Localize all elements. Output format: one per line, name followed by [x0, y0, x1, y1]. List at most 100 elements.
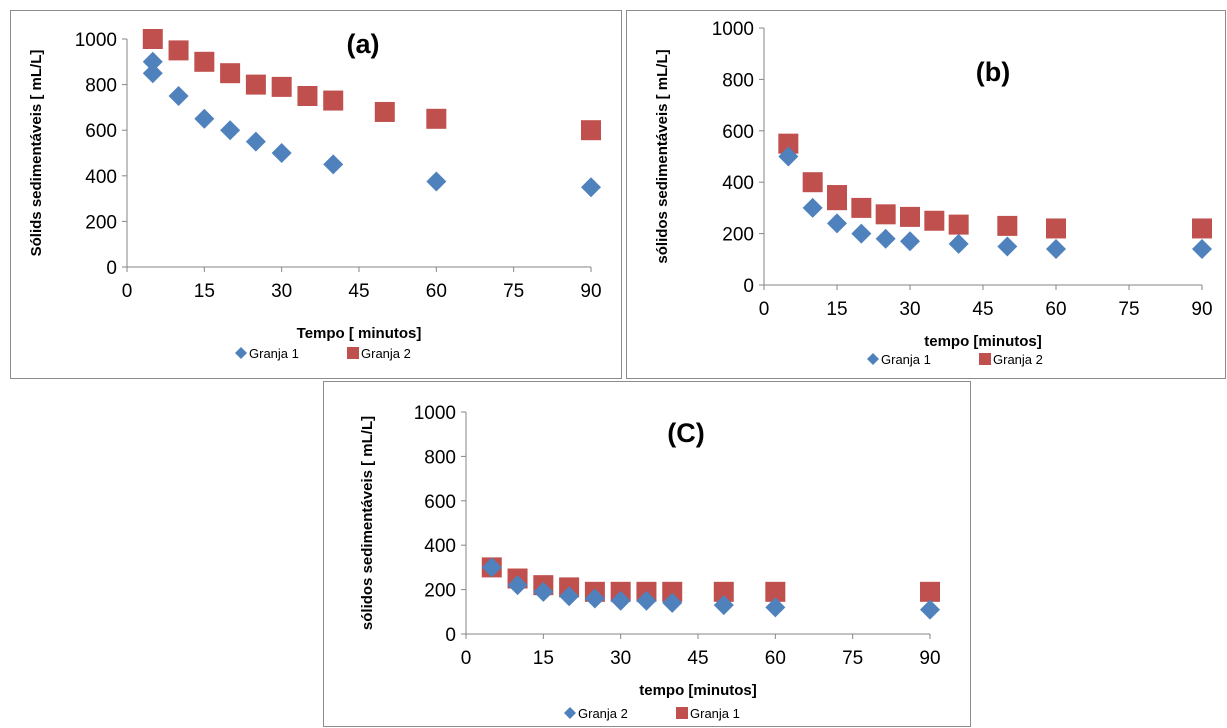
data-point-square [426, 108, 447, 129]
y-tick-label: 600 [722, 122, 754, 143]
y-axis-label: sólidos sedimentáveis [ mL/L] [654, 49, 671, 263]
y-tick-label: 400 [424, 536, 456, 557]
data-point-diamond [778, 146, 799, 167]
data-point-square [297, 86, 318, 106]
x-tick-label: 75 [1118, 299, 1139, 320]
legend-label: Granja 1 [881, 352, 931, 367]
x-tick-label: 60 [765, 648, 786, 669]
data-point-diamond [827, 213, 847, 234]
chart-panel-c: 0 200 400 600 800 1000 0 15 30 45 60 75 90 (C) tempo [… [323, 381, 971, 727]
data-point-square [827, 190, 847, 211]
x-tick-label: 0 [122, 281, 133, 302]
data-point-diamond [507, 575, 528, 596]
y-tick-label: 400 [85, 167, 117, 188]
data-point-square [581, 120, 601, 141]
data-point-square [220, 63, 241, 84]
y-tick-label: 400 [722, 173, 754, 194]
y-tick-label: 1000 [75, 30, 117, 51]
data-point-square [924, 210, 945, 231]
legend-marker-square [347, 347, 359, 359]
data-point-square [713, 581, 734, 602]
legend-marker-diamond [235, 347, 247, 359]
data-point-diamond [948, 233, 969, 254]
data-point-diamond [584, 588, 605, 609]
data-point-square [245, 74, 266, 95]
y-tick-label: 200 [424, 581, 456, 602]
legend-marker-square [676, 707, 688, 719]
data-point-square [168, 40, 189, 61]
x-axis-label: tempo [minutos] [639, 682, 757, 699]
y-tick-label: 0 [106, 258, 117, 279]
data-point-diamond [920, 599, 940, 620]
x-tick-label: 90 [1191, 299, 1212, 320]
x-axis-label: Tempo [ minutos] [297, 325, 422, 342]
x-tick-label: 45 [687, 648, 708, 669]
data-point-diamond [426, 171, 447, 192]
data-point-diamond [875, 228, 896, 249]
data-point-square [997, 215, 1018, 236]
data-point-diamond [194, 108, 215, 129]
legend-label: Granja 2 [993, 352, 1043, 367]
legend-label: Granja 1 [249, 346, 299, 361]
x-tick-label: 45 [348, 281, 369, 302]
data-point-diamond [559, 586, 580, 607]
x-tick-label: 15 [194, 281, 215, 302]
legend-marker-diamond [867, 353, 879, 365]
x-tick-label: 90 [580, 281, 601, 302]
y-tick-label: 800 [424, 447, 456, 468]
y-tick-label: 0 [743, 276, 754, 297]
x-tick-label: 75 [842, 648, 863, 669]
data-point-square [323, 90, 344, 111]
y-tick-label: 800 [85, 76, 117, 97]
legend-label: Granja 2 [361, 346, 411, 361]
legend-label: Granja 1 [690, 706, 740, 721]
chart-title: (C) [667, 418, 704, 448]
x-tick-label: 30 [610, 648, 631, 669]
data-point-diamond [851, 223, 872, 244]
x-tick-label: 30 [271, 281, 292, 302]
data-point-diamond [1046, 239, 1066, 260]
data-point-square [662, 581, 683, 602]
legend-marker-square [979, 353, 991, 365]
data-point-diamond [636, 590, 657, 611]
data-point-diamond [662, 592, 683, 613]
chart-a-svg: 0 200 400 600 800 1000 0 15 30 45 60 75 90 (a) Tempo [… [28, 29, 602, 361]
data-point-square [900, 206, 920, 227]
data-point-diamond [610, 590, 631, 611]
data-point-square [778, 133, 799, 154]
y-tick-label: 800 [722, 70, 754, 91]
y-axis-label: Sólids sedimentáveis [ mL/L] [28, 50, 45, 257]
data-point-square [765, 581, 786, 602]
x-axis-label: tempo [minutos] [924, 333, 1042, 350]
data-point-diamond [142, 63, 163, 84]
data-point-diamond [765, 597, 786, 618]
y-axis-label: sólidos sedimentáveis [ mL/L] [359, 416, 376, 630]
data-point-square [802, 172, 823, 193]
data-point-diamond [900, 231, 920, 252]
y-tick-label: 200 [85, 212, 117, 233]
x-tick-label: 45 [972, 299, 993, 320]
data-point-diamond [533, 581, 554, 602]
x-tick-label: 30 [899, 299, 920, 320]
data-point-diamond [142, 51, 163, 72]
data-point-diamond [1192, 239, 1212, 260]
data-point-diamond [323, 154, 344, 175]
chart-c-svg: 0 200 400 600 800 1000 0 15 30 45 60 75 90 (C) tempo [… [359, 403, 941, 721]
y-tick-label: 0 [445, 625, 456, 646]
data-point-square [851, 197, 872, 218]
data-point-square [374, 101, 395, 122]
x-tick-label: 60 [1045, 299, 1066, 320]
data-point-diamond [168, 86, 189, 106]
data-point-diamond [581, 177, 601, 198]
x-tick-label: 15 [533, 648, 554, 669]
data-point-square [948, 214, 969, 235]
y-tick-label: 600 [85, 121, 117, 142]
chart-title: (a) [347, 29, 380, 59]
data-point-square [1192, 218, 1212, 239]
data-point-square [1046, 218, 1066, 239]
chart-panel-a: 0 200 400 600 800 1000 0 15 30 45 60 75 90 (a) Tempo [… [10, 10, 622, 379]
data-point-square [271, 76, 292, 97]
x-tick-label: 60 [426, 281, 447, 302]
data-point-square [194, 51, 215, 72]
y-tick-label: 1000 [712, 19, 754, 40]
